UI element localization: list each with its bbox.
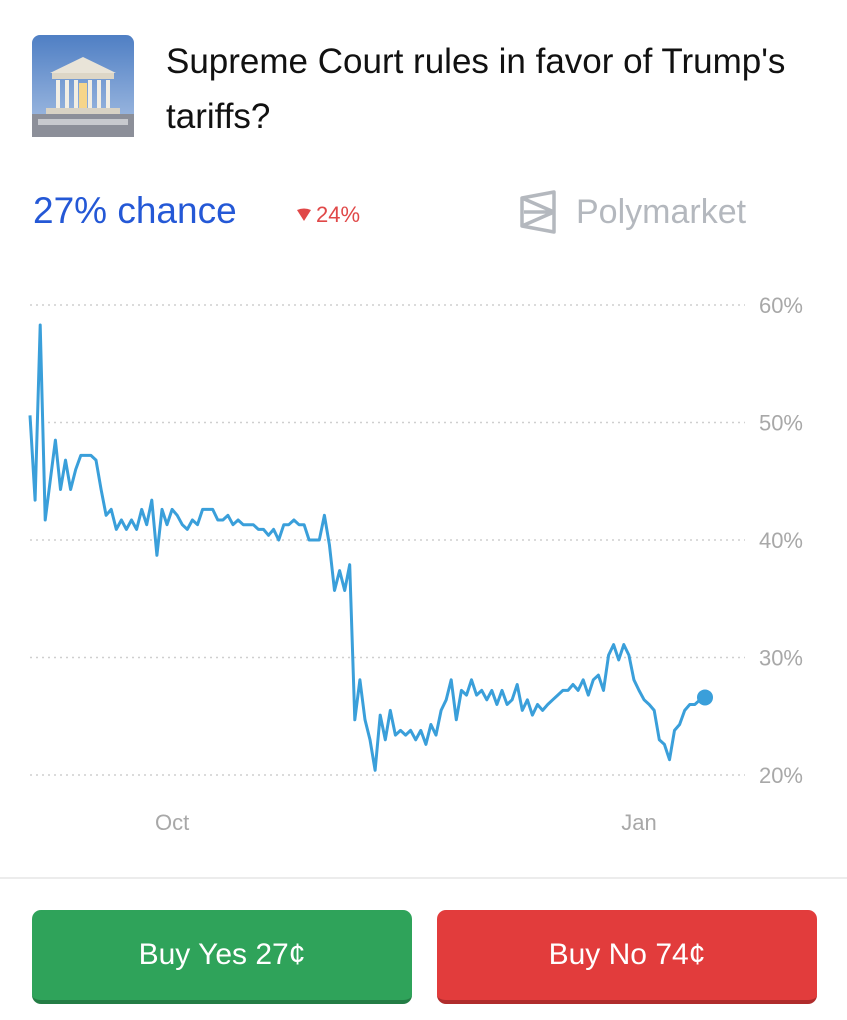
- buy-no-button[interactable]: Buy No 74¢: [437, 910, 817, 1004]
- y-tick-label: 60%: [759, 293, 803, 318]
- market-title: Supreme Court rules in favor of Trump's …: [166, 42, 786, 136]
- buy-yes-button[interactable]: Buy Yes 27¢: [32, 910, 412, 1004]
- price-line: [28, 323, 706, 772]
- current-point: [697, 689, 713, 706]
- price-chart: 20% 30% 40% 50% 60% Oct Jan: [28, 293, 803, 835]
- y-tick-label: 20%: [759, 763, 803, 788]
- brand-name: Polymarket: [576, 192, 747, 231]
- x-tick-label: Oct: [155, 810, 189, 835]
- down-arrow: [297, 208, 311, 221]
- change: 24%: [296, 202, 360, 228]
- change-value: 24%: [316, 202, 361, 227]
- market-thumbnail: [32, 35, 134, 137]
- chance: 27% chance: [33, 190, 237, 231]
- y-tick-label: 40%: [759, 528, 803, 553]
- x-tick-label: Jan: [621, 810, 656, 835]
- y-tick-label: 30%: [759, 646, 803, 671]
- y-tick-label: 50%: [759, 411, 803, 436]
- brand-logo: [520, 190, 556, 234]
- brand: Polymarket: [518, 190, 746, 234]
- divider: [0, 877, 847, 879]
